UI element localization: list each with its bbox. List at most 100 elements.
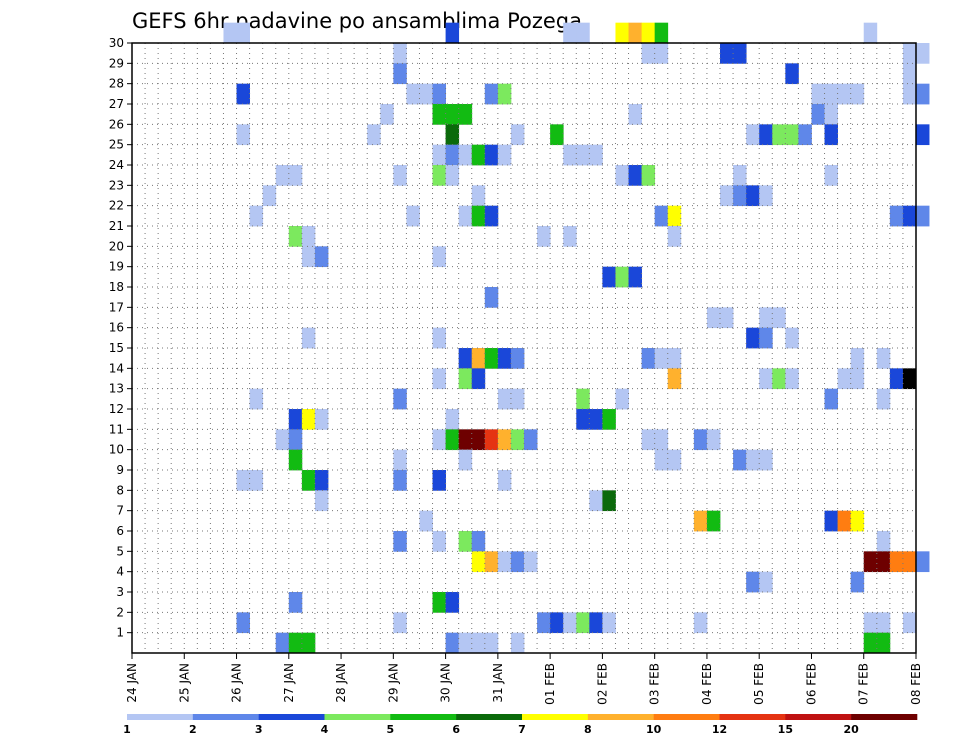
heatmap-cell xyxy=(693,510,708,532)
colorbar-label: 20 xyxy=(844,723,860,736)
heatmap-cell xyxy=(288,429,303,451)
y-tick-label: 12 xyxy=(109,402,124,416)
heatmap-cell xyxy=(406,205,420,227)
heatmap-cell xyxy=(393,470,407,491)
colorbar-label: 3 xyxy=(255,723,263,736)
colorbar-label: 1 xyxy=(123,723,131,736)
heatmap-cell xyxy=(576,22,590,44)
heatmap-cell xyxy=(837,83,852,105)
y-tick-label: 2 xyxy=(116,605,124,619)
heatmap-cell xyxy=(641,22,656,44)
heatmap-cell xyxy=(811,83,825,105)
heatmap-cell xyxy=(889,368,904,390)
heatmap-cell xyxy=(798,124,812,146)
colorbar-label: 4 xyxy=(321,723,329,736)
heatmap-cell xyxy=(563,22,577,44)
heatmap-cell xyxy=(902,63,917,85)
heatmap-cell xyxy=(785,327,799,349)
heatmap-cell xyxy=(432,592,446,613)
x-tick-label: 07 FEB xyxy=(857,663,871,705)
y-tick-label: 28 xyxy=(109,77,124,91)
heatmap-cell xyxy=(746,185,760,207)
heatmap-cell xyxy=(471,368,486,390)
heatmap-cell xyxy=(288,632,303,654)
heatmap-cell xyxy=(733,165,747,186)
heatmap-cell xyxy=(876,551,891,573)
x-tick-label: 26 JAN xyxy=(230,663,244,703)
heatmap-cell xyxy=(759,368,773,390)
heatmap-cell xyxy=(602,490,616,512)
x-tick-label: 01 FEB xyxy=(543,663,557,705)
heatmap-cell xyxy=(902,205,917,227)
heatmap-cell xyxy=(863,551,878,573)
y-tick-label: 17 xyxy=(109,300,124,314)
heatmap-cell xyxy=(471,551,486,573)
heatmap-cell xyxy=(445,144,460,166)
heatmap-cell xyxy=(589,490,603,512)
heatmap-cell xyxy=(772,124,786,146)
heatmap-cell xyxy=(301,409,316,430)
heatmap-cell xyxy=(628,104,642,125)
y-tick-label: 22 xyxy=(109,199,124,213)
heatmap-cell xyxy=(288,165,303,186)
heatmap-cell xyxy=(902,551,917,573)
heatmap-cell xyxy=(458,104,473,125)
y-tick-label: 7 xyxy=(116,504,124,518)
x-tick-label: 25 JAN xyxy=(177,663,191,703)
colorbar-swatch xyxy=(192,714,259,720)
heatmap-cell xyxy=(654,449,669,471)
y-tick-label: 29 xyxy=(109,56,124,70)
x-axis: 24 JAN 25 JAN 26 JAN 27 JAN 28 JAN 29 JAN 30 J… xyxy=(125,653,923,705)
heatmap-cell xyxy=(667,205,682,227)
heatmap-cell xyxy=(785,368,799,390)
heatmap-cell xyxy=(811,104,825,125)
heatmap-cell xyxy=(458,144,473,166)
heatmap-cell xyxy=(393,43,407,64)
heatmap-cell xyxy=(589,409,603,430)
heatmap-cell xyxy=(484,144,499,166)
y-tick-label: 6 xyxy=(116,524,124,538)
heatmap-cell xyxy=(445,409,460,430)
heatmap-cell xyxy=(720,307,734,329)
heatmap-cell xyxy=(746,449,760,471)
y-tick-label: 27 xyxy=(109,97,124,111)
heatmap-cell xyxy=(654,348,669,369)
heatmap-cell xyxy=(759,449,773,471)
chart-title: GEFS 6hr padavine po ansamblima Pozega xyxy=(132,9,582,33)
heatmap-cell xyxy=(889,551,904,573)
heatmap-cell xyxy=(432,368,446,390)
colorbar-label: 10 xyxy=(646,723,662,736)
heatmap-cell xyxy=(393,531,407,552)
heatmap-cell xyxy=(301,632,316,654)
heatmap-cell xyxy=(654,205,669,227)
y-tick-label: 16 xyxy=(109,321,124,335)
heatmap-cell xyxy=(746,571,760,593)
heatmap-cell xyxy=(380,104,394,125)
heatmap-cell xyxy=(223,22,237,44)
heatmap-cell xyxy=(916,43,930,64)
heatmap-cell xyxy=(602,266,616,288)
heatmap-cell xyxy=(772,307,786,329)
heatmap-cell xyxy=(510,388,525,410)
heatmap-cell xyxy=(824,104,838,125)
heatmap-cell xyxy=(484,83,499,105)
heatmap-cell xyxy=(301,246,316,268)
heatmap-cell xyxy=(236,470,250,491)
colorbar-swatch xyxy=(719,714,786,720)
heatmap-cell xyxy=(706,307,721,329)
heatmap-cell xyxy=(432,246,446,268)
heatmap-cell xyxy=(445,592,460,613)
heatmap-cell xyxy=(458,205,473,227)
heatmap-cell xyxy=(445,124,460,146)
heatmap-cell xyxy=(628,266,642,288)
heatmap-cell xyxy=(576,612,590,634)
heatmap-cell xyxy=(497,388,512,410)
heatmap-cell xyxy=(314,409,329,430)
heatmap-cell xyxy=(850,83,865,105)
heatmap-cell xyxy=(772,368,786,390)
heatmap-cell xyxy=(445,429,460,451)
y-tick-label: 14 xyxy=(109,361,124,375)
heatmap-cell xyxy=(706,510,721,532)
heatmap-cell xyxy=(876,632,891,654)
heatmap-cell xyxy=(759,124,773,146)
